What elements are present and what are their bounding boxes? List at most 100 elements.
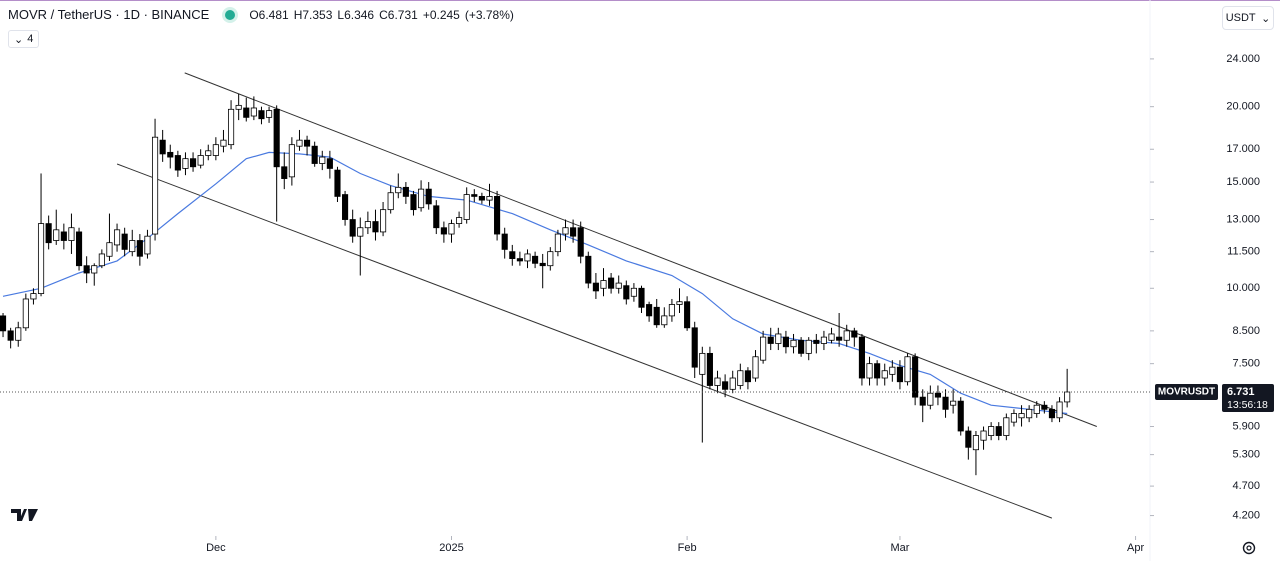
candle xyxy=(570,219,577,243)
candle-body xyxy=(402,186,409,197)
currency-select[interactable]: USDT ⌄ xyxy=(1222,6,1274,30)
candle xyxy=(402,182,409,204)
candle-body xyxy=(456,217,463,225)
candle-body xyxy=(167,151,174,158)
candle xyxy=(30,288,37,305)
candle xyxy=(0,312,7,338)
candle xyxy=(121,227,128,257)
candle-body xyxy=(136,240,143,257)
y-tick-label: 11.500 xyxy=(1227,246,1260,258)
candle xyxy=(463,187,470,224)
candle-body xyxy=(273,108,280,168)
legend-label: L xyxy=(337,7,345,22)
candle xyxy=(1010,409,1018,427)
candle xyxy=(562,219,569,241)
candle xyxy=(1033,401,1040,418)
candle-body xyxy=(250,107,257,117)
candle xyxy=(1026,405,1033,423)
candle xyxy=(258,106,265,125)
candle-body xyxy=(471,194,478,197)
candle-body xyxy=(798,339,805,354)
candle-body xyxy=(836,336,843,341)
candle xyxy=(744,367,751,390)
candle-body xyxy=(874,363,881,379)
legend-value: 7.353 xyxy=(302,7,333,22)
candle-body xyxy=(83,265,90,274)
candle xyxy=(37,173,45,297)
candle xyxy=(623,280,630,305)
candle xyxy=(91,263,98,286)
candle-body xyxy=(1010,413,1018,423)
candle xyxy=(456,211,463,228)
candle xyxy=(1003,413,1010,441)
candle-body xyxy=(37,223,45,294)
candle-body xyxy=(577,227,584,257)
candle-body xyxy=(828,333,835,341)
candle xyxy=(972,431,980,476)
candle xyxy=(858,333,865,386)
candle xyxy=(927,385,934,410)
candle xyxy=(790,333,797,354)
candle xyxy=(988,422,995,441)
candle xyxy=(919,389,926,423)
candle xyxy=(471,189,478,203)
candle-body xyxy=(858,336,865,379)
candle-body xyxy=(532,255,539,264)
symbol-tag xyxy=(1155,384,1218,401)
candle xyxy=(266,106,273,123)
indicators-toggle[interactable]: ⌄ 4 xyxy=(8,30,40,48)
candle-body xyxy=(744,370,751,383)
candle xyxy=(151,118,159,241)
candle-body xyxy=(684,301,691,329)
candle-body xyxy=(228,108,235,146)
y-tick-label: 7.500 xyxy=(1232,358,1260,370)
candle-body xyxy=(144,235,151,255)
candle-body xyxy=(45,223,52,244)
symbol-title[interactable]: MOVR / TetherUS · 1D · BINANCE xyxy=(8,7,210,22)
candle-body xyxy=(646,304,653,317)
candle-body xyxy=(342,194,349,220)
candle xyxy=(372,209,379,241)
candle xyxy=(45,215,52,250)
x-tick-label: Apr xyxy=(1127,542,1144,554)
candle xyxy=(942,389,949,418)
candle xyxy=(615,275,622,294)
candle-body xyxy=(661,315,668,326)
x-tick-label: Mar xyxy=(890,542,909,554)
candle-body xyxy=(1048,408,1056,419)
candle-body xyxy=(752,356,759,379)
candle-body xyxy=(957,400,964,432)
countdown-text: 13:56:18 xyxy=(1227,399,1268,411)
candle xyxy=(220,129,227,153)
candle-body xyxy=(113,229,121,246)
candle xyxy=(1064,368,1071,408)
candle xyxy=(828,327,835,344)
candle xyxy=(813,333,820,354)
candle xyxy=(729,370,736,394)
candle-body xyxy=(927,392,934,406)
candle xyxy=(592,273,599,299)
candle-body xyxy=(68,227,75,241)
candle-body xyxy=(570,227,577,237)
candle-body xyxy=(334,169,341,197)
candle-body xyxy=(425,188,432,205)
candle xyxy=(418,180,425,212)
settings-icon[interactable] xyxy=(1242,541,1256,555)
y-tick-label: 15.000 xyxy=(1226,176,1260,188)
candle xyxy=(706,346,713,390)
candle-body xyxy=(592,282,599,292)
candle xyxy=(319,150,326,171)
price-tag xyxy=(1222,384,1274,413)
y-tick-label: 10.000 xyxy=(1226,282,1260,294)
candle-body xyxy=(547,251,554,267)
candle-body xyxy=(98,253,105,267)
candle xyxy=(653,298,660,328)
candle xyxy=(478,192,485,204)
candle xyxy=(281,152,288,190)
change-pct: (+3.78%) xyxy=(464,7,514,22)
candle-body xyxy=(304,139,311,147)
candle xyxy=(881,363,888,386)
candle xyxy=(182,152,189,176)
x-tick-label: Dec xyxy=(206,542,226,554)
